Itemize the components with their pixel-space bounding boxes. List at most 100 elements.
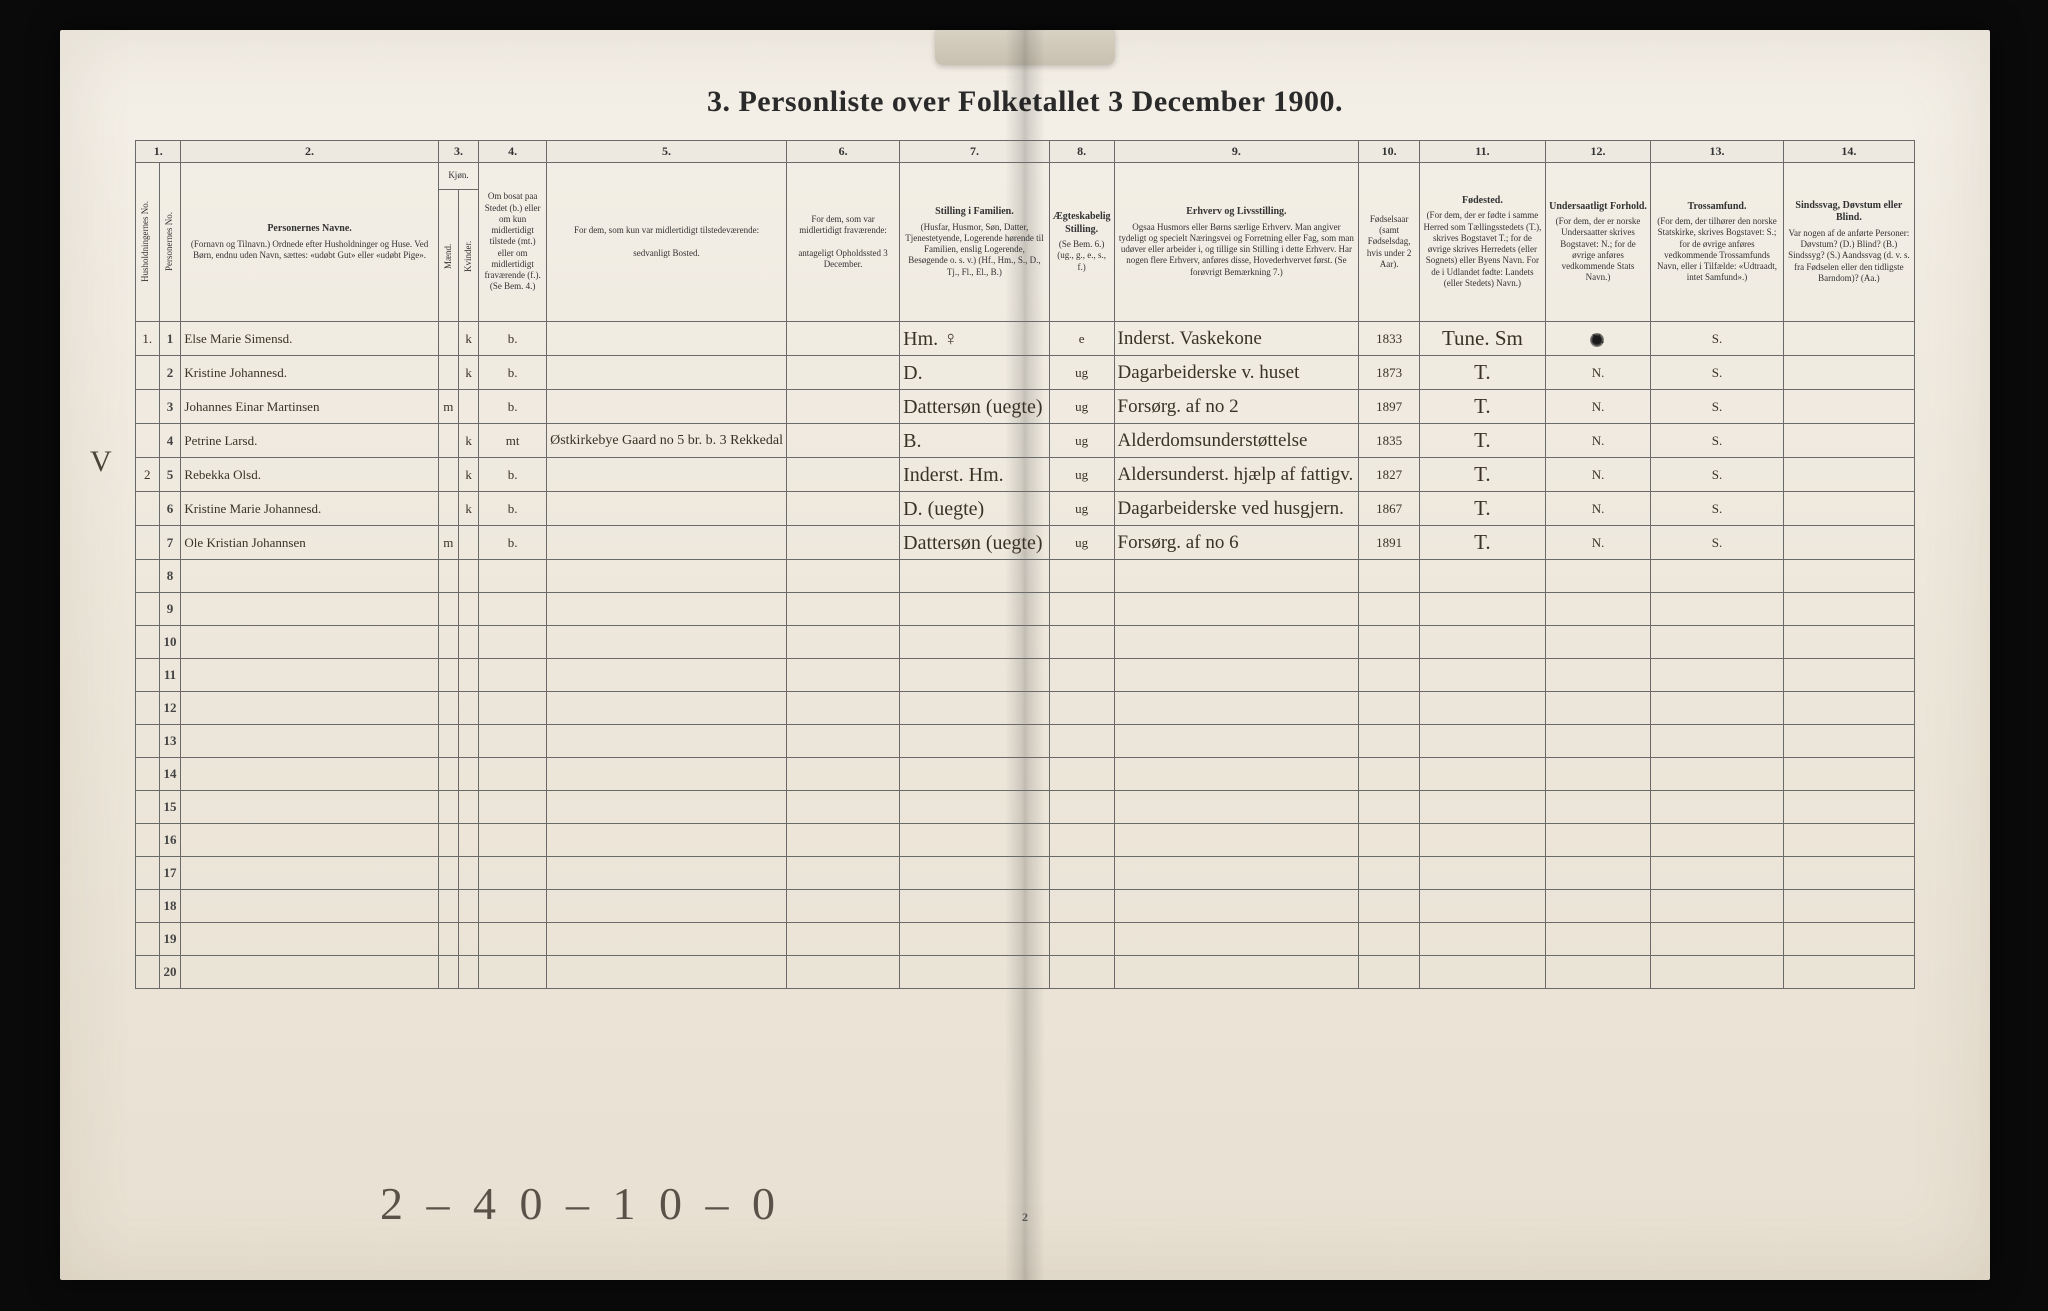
cell-occupation: Dagarbeiderske v. huset bbox=[1114, 356, 1359, 390]
cell-disability bbox=[1783, 390, 1914, 424]
hdr-names: Personernes Navne.(Fornavn og Tilnavn.) … bbox=[181, 163, 438, 322]
table-row-empty: 18 bbox=[136, 890, 1915, 923]
colnum-12: 12. bbox=[1545, 141, 1650, 163]
hdr-male: Mænd. bbox=[442, 211, 455, 301]
cell-marital: ug bbox=[1049, 424, 1114, 458]
cell-family-pos: Dattersøn (uegte) bbox=[900, 390, 1050, 424]
cell-disability bbox=[1783, 356, 1914, 390]
cell-residence: mt bbox=[479, 424, 547, 458]
cell-disability bbox=[1783, 458, 1914, 492]
cell-person-no: 19 bbox=[159, 923, 181, 956]
cell-family-pos: Hm. ♀ bbox=[900, 322, 1050, 356]
cell-nationality: N. bbox=[1545, 390, 1650, 424]
cell-residence: b. bbox=[479, 458, 547, 492]
cell-household bbox=[136, 356, 160, 390]
cell-person-no: 18 bbox=[159, 890, 181, 923]
cell-household bbox=[136, 526, 160, 560]
colnum-7: 7. bbox=[900, 141, 1050, 163]
table-row: 6Kristine Marie Johannesd.kb.D. (uegte)u… bbox=[136, 492, 1915, 526]
cell-family-pos: Inderst. Hm. bbox=[900, 458, 1050, 492]
cell-birthplace: T. bbox=[1420, 390, 1546, 424]
cell-temp-present bbox=[547, 526, 787, 560]
hdr-disability: Sindssvag, Døvstum eller Blind.Var nogen… bbox=[1783, 163, 1914, 322]
cell-religion: S. bbox=[1651, 356, 1784, 390]
cell-occupation: Inderst. Vaskekone bbox=[1114, 322, 1359, 356]
hdr-occupation: Erhverv og Livsstilling.Ogsaa Husmors el… bbox=[1114, 163, 1359, 322]
cell-religion: S. bbox=[1651, 526, 1784, 560]
table-row-empty: 10 bbox=[136, 626, 1915, 659]
cell-name: Else Marie Simensd. bbox=[181, 322, 438, 356]
cell-birthplace: T. bbox=[1420, 356, 1546, 390]
cell-nationality: N. bbox=[1545, 424, 1650, 458]
cell-person-no: 12 bbox=[159, 692, 181, 725]
cell-occupation: Forsørg. af no 6 bbox=[1114, 526, 1359, 560]
colnum-4: 4. bbox=[479, 141, 547, 163]
colnum-10: 10. bbox=[1359, 141, 1420, 163]
cell-name: Johannes Einar Martinsen bbox=[181, 390, 438, 424]
cell-disability bbox=[1783, 322, 1914, 356]
cell-marital: ug bbox=[1049, 356, 1114, 390]
colnum-13: 13. bbox=[1651, 141, 1784, 163]
table-row: 3Johannes Einar Martinsenmb.Dattersøn (u… bbox=[136, 390, 1915, 424]
cell-marital: ug bbox=[1049, 390, 1114, 424]
cell-person-no: 9 bbox=[159, 593, 181, 626]
cell-household: 1. bbox=[136, 322, 160, 356]
cell-marital: ug bbox=[1049, 526, 1114, 560]
cell-religion: S. bbox=[1651, 458, 1784, 492]
bottom-annotation: 2 – 4 0 – 1 0 – 0 bbox=[380, 1177, 781, 1230]
cell-marital: ug bbox=[1049, 458, 1114, 492]
cell-birthyear: 1867 bbox=[1359, 492, 1420, 526]
cell-birthplace: T. bbox=[1420, 526, 1546, 560]
cell-birthplace: Tune. Sm bbox=[1420, 322, 1546, 356]
cell-religion: S. bbox=[1651, 390, 1784, 424]
cell-residence: b. bbox=[479, 492, 547, 526]
header-row-1: Husholdningernes No. Personernes No. Per… bbox=[136, 163, 1915, 190]
cell-nationality: N. bbox=[1545, 492, 1650, 526]
census-table: 1. 2. 3. 4. 5. 6. 7. 8. 9. 10. 11. 12. 1… bbox=[135, 140, 1915, 989]
table-row-empty: 9 bbox=[136, 593, 1915, 626]
cell-birthyear: 1827 bbox=[1359, 458, 1420, 492]
cell-birthplace: T. bbox=[1420, 492, 1546, 526]
table-row-empty: 15 bbox=[136, 791, 1915, 824]
cell-temp-absent bbox=[787, 458, 900, 492]
cell-male bbox=[438, 458, 458, 492]
cell-temp-absent bbox=[787, 424, 900, 458]
cell-disability bbox=[1783, 492, 1914, 526]
cell-female: k bbox=[458, 356, 478, 390]
table-row: 4Petrine Larsd.kmtØstkirkebye Gaard no 5… bbox=[136, 424, 1915, 458]
cell-person-no: 5 bbox=[159, 458, 181, 492]
table-row-empty: 11 bbox=[136, 659, 1915, 692]
hdr-family-pos: Stilling i Familien.(Husfar, Husmor, Søn… bbox=[900, 163, 1050, 322]
colnum-2: 2. bbox=[181, 141, 438, 163]
cell-person-no: 15 bbox=[159, 791, 181, 824]
table-row-empty: 17 bbox=[136, 857, 1915, 890]
cell-birthplace: T. bbox=[1420, 458, 1546, 492]
table-row-empty: 8 bbox=[136, 560, 1915, 593]
cell-temp-absent bbox=[787, 390, 900, 424]
cell-religion: S. bbox=[1651, 492, 1784, 526]
cell-male bbox=[438, 356, 458, 390]
cell-family-pos: D. (uegte) bbox=[900, 492, 1050, 526]
cell-person-no: 1 bbox=[159, 322, 181, 356]
cell-male bbox=[438, 322, 458, 356]
cell-family-pos: B. bbox=[900, 424, 1050, 458]
cell-household bbox=[136, 492, 160, 526]
cell-temp-absent bbox=[787, 322, 900, 356]
table-row-empty: 20 bbox=[136, 956, 1915, 989]
cell-person-no: 14 bbox=[159, 758, 181, 791]
cell-occupation: Dagarbeiderske ved husgjern. bbox=[1114, 492, 1359, 526]
cell-household: 2 bbox=[136, 458, 160, 492]
cell-person-no: 13 bbox=[159, 725, 181, 758]
cell-nationality: N. bbox=[1545, 356, 1650, 390]
cell-residence: b. bbox=[479, 390, 547, 424]
table-row-empty: 19 bbox=[136, 923, 1915, 956]
cell-person-no: 8 bbox=[159, 560, 181, 593]
hdr-marital: Ægteskabelig Stilling.(Se Bem. 6.) (ug.,… bbox=[1049, 163, 1114, 322]
hdr-person-no: Personernes No. bbox=[163, 167, 176, 317]
cell-female: k bbox=[458, 424, 478, 458]
cell-person-no: 6 bbox=[159, 492, 181, 526]
cell-female: k bbox=[458, 458, 478, 492]
table-row-empty: 16 bbox=[136, 824, 1915, 857]
table-row-empty: 13 bbox=[136, 725, 1915, 758]
cell-birthplace: T. bbox=[1420, 424, 1546, 458]
